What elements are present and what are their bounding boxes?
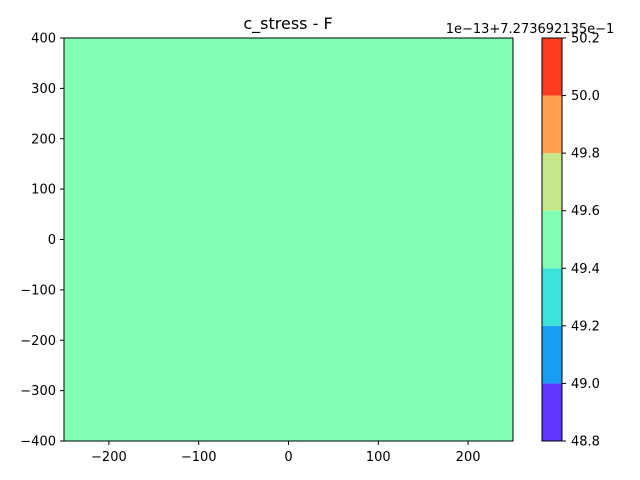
colorbar-tick-label: 48.8 [571,435,600,450]
x-tick-label: 200 [456,450,481,465]
colorbar-offset-text: 1e−13+7.273692135e−1 [446,22,615,37]
x-tick-label: −100 [181,450,217,465]
chart-title: c_stress - F [243,14,332,34]
y-tick-label: 400 [31,32,56,47]
colorbar: 48.8 49.0 49.2 49.4 49.6 49.8 50.0 50.2 [541,32,600,450]
plot-area [63,37,514,442]
colorbar-tick-label: 50.0 [571,89,600,104]
colorbar-tick-label: 49.8 [571,147,600,162]
y-tick-label: 100 [31,183,56,198]
colorbar-band [542,95,562,154]
colorbar-tick-label: 49.0 [571,377,600,392]
y-tick-label: −400 [20,435,56,450]
colorbar-tick-label: 50.2 [571,32,600,47]
colorbar-tick-label: 49.2 [571,319,600,334]
y-tick-label: −300 [20,384,56,399]
x-tick-label: 0 [284,450,292,465]
colorbar-band [542,38,562,96]
y-tick-label: 0 [48,233,56,248]
colorbar-band [542,325,562,384]
y-tick-label: −200 [20,334,56,349]
colorbar-band [542,210,562,269]
y-tick-label: 300 [31,82,56,97]
colorbar-band [542,153,562,211]
colorbar-frame [541,37,563,442]
colorbar-tick-label: 49.4 [571,262,600,277]
x-tick-label: 100 [366,450,391,465]
contour-field [64,38,513,441]
colorbar-band [542,268,562,326]
x-tick-label: −200 [91,450,127,465]
y-tick-label: −100 [20,283,56,298]
y-tick-label: 200 [31,132,56,147]
y-axis: −400 −300 −200 −100 0 100 200 300 400 [20,32,64,450]
colorbar-band [542,383,562,441]
x-axis: −200 −100 0 100 200 [91,441,481,465]
colorbar-tick-label: 49.6 [571,204,600,219]
